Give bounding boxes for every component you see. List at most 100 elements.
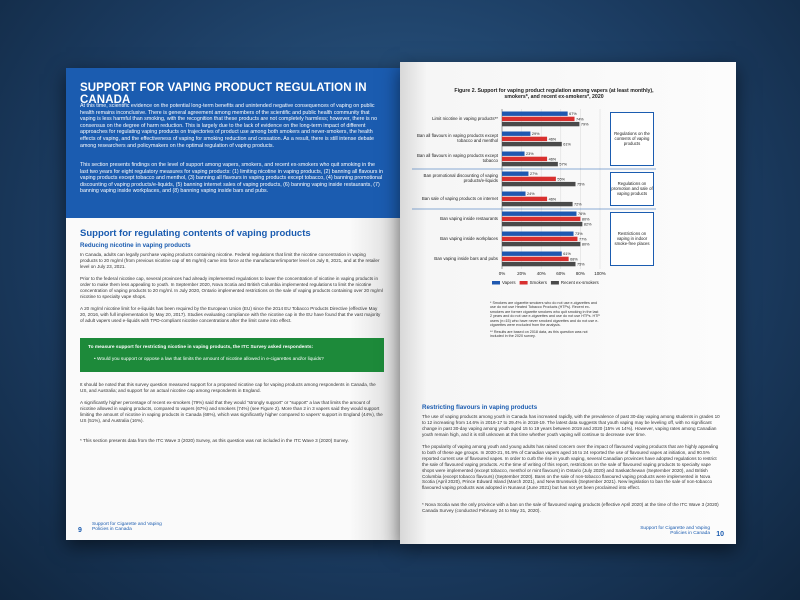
bar: [502, 236, 578, 241]
group-label: Restrictions on vaping in indoor smoke-f…: [610, 211, 654, 266]
x-tick-label: 100%: [594, 271, 606, 276]
value-label: 77%: [579, 237, 587, 241]
category-label: Ban vaping inside workplaces: [440, 235, 498, 241]
value-label: 68%: [570, 257, 578, 261]
right-page: Figure 2. Support for vaping product reg…: [400, 62, 736, 544]
value-label: 27%: [530, 172, 538, 176]
x-tick-label: 80%: [576, 271, 585, 276]
value-label: 46%: [549, 137, 557, 141]
value-label: 24%: [527, 192, 535, 196]
section-heading: Support for regulating contents of vapin…: [80, 228, 311, 239]
legend-label: Smokers: [530, 280, 548, 285]
subheading: Reducing nicotine in vaping products: [80, 242, 191, 249]
paragraph: In Canada, adults can legally purchase v…: [80, 252, 380, 269]
page-number: 10: [716, 531, 724, 538]
paragraph: A 20 mg/ml nicotine limit for e-liquids …: [80, 306, 381, 323]
value-label: 74%: [576, 117, 584, 121]
value-label: 80%: [582, 242, 590, 246]
bar: [502, 176, 556, 181]
bar: [502, 216, 581, 221]
box-intro: To measure support for restricting nicot…: [88, 345, 314, 350]
note: ** Results are based on 2018 data, as th…: [490, 329, 588, 339]
value-label: 46%: [549, 197, 557, 201]
page-number: 9: [78, 527, 82, 534]
category-label: Ban all flavours in vaping products exce…: [416, 133, 498, 144]
bar: [502, 121, 580, 127]
value-label: 76%: [578, 212, 586, 216]
subheading: Restricting flavours in vaping products: [422, 404, 538, 411]
category-label: Ban all flavours in vaping products exce…: [416, 153, 498, 164]
paragraph: The popularity of vaping among youth and…: [422, 444, 719, 491]
value-label: 75%: [577, 182, 585, 186]
bar: [502, 171, 529, 176]
category-label: Ban promotional discounting of vaping pr…: [423, 173, 498, 184]
bar: [502, 211, 577, 216]
footnote: * This section presents data from the IT…: [80, 438, 349, 443]
legend-swatch: [550, 280, 559, 285]
bar: [502, 251, 562, 256]
bar: [502, 196, 548, 201]
page-title: SUPPORT FOR VAPING PRODUCT REGULATION IN…: [80, 82, 367, 106]
bar: [502, 261, 576, 267]
group-label: Regulations on promotion and sale of vap…: [610, 171, 654, 206]
bar: [502, 131, 531, 136]
value-label: 75%: [577, 262, 585, 266]
value-label: 55%: [557, 177, 565, 181]
x-tick-label: 20%: [517, 271, 526, 276]
x-tick-label: 60%: [556, 271, 565, 276]
footer: Support for Cigarette and Vaping Policie…: [640, 526, 710, 536]
bar: [502, 151, 525, 156]
category-label: Ban vaping inside bars and pubs: [434, 255, 498, 261]
chart: 0% 20% 40% 60% 80% 100% 67% 74% 79% 29% 46% 61% 23% 4…: [410, 105, 658, 301]
x-tick-label: 40%: [537, 271, 546, 276]
legend-swatch: [492, 280, 500, 285]
bar: [502, 141, 562, 147]
bar: [502, 161, 558, 167]
figure-notes: * Smokers are cigarette smokers who do n…: [490, 301, 600, 339]
paragraph: The use of vaping products among youth i…: [422, 414, 720, 437]
value-label: 72%: [574, 202, 582, 206]
left-page: SUPPORT FOR VAPING PRODUCT REGULATION IN…: [66, 68, 400, 540]
intro-paragraph: This section presents findings on the le…: [80, 162, 383, 195]
figure: Figure 2. Support for vaping product reg…: [410, 88, 658, 341]
value-label: 73%: [575, 232, 583, 236]
paragraph: A significantly higher percentage of rec…: [80, 400, 383, 423]
legend-label: Recent ex-smokers: [561, 280, 600, 285]
bar: [502, 191, 526, 196]
paragraph: Prior to the federal nicotine cap, sever…: [80, 276, 383, 299]
legend-label: Vapers: [502, 280, 516, 285]
bar: [502, 181, 576, 187]
bar: [502, 201, 573, 207]
value-label: 67%: [569, 112, 577, 116]
value-label: 57%: [559, 162, 567, 166]
footnote: * Nova Scotia was the only province with…: [422, 502, 719, 513]
bar: [502, 256, 569, 261]
group-label: Regulations on the contents of vaping pr…: [610, 111, 654, 166]
note: * Smokers are cigarette smokers who do n…: [490, 300, 600, 328]
value-label: 61%: [563, 142, 571, 146]
value-label: 23%: [526, 152, 534, 156]
value-label: 46%: [549, 157, 557, 161]
footer: Support for Cigarette and Vaping Policie…: [92, 522, 162, 532]
value-label: 29%: [532, 132, 540, 136]
header-block: SUPPORT FOR VAPING PRODUCT REGULATION IN…: [66, 68, 400, 218]
box-question: • Would you support or oppose a law that…: [94, 357, 324, 362]
bar: [502, 116, 575, 121]
intro-paragraph: At this time, scientific evidence on the…: [80, 103, 378, 149]
category-label: Ban vaping inside restaurants: [440, 215, 498, 221]
question-box: To measure support for restricting nicot…: [80, 338, 384, 372]
bar: [502, 111, 568, 116]
category-label: Ban sale of vaping products on internet: [421, 195, 498, 201]
paragraph: It should be noted that this survey ques…: [80, 382, 376, 393]
value-label: 79%: [581, 122, 589, 126]
legend-swatch: [519, 280, 528, 285]
bar: [502, 231, 574, 236]
bar: [502, 156, 548, 161]
bar: [502, 221, 583, 227]
value-label: 61%: [563, 252, 571, 256]
figure-title: Figure 2. Support for vaping product reg…: [454, 88, 654, 101]
value-label: 80%: [582, 217, 590, 221]
bar: [502, 136, 548, 141]
value-label: 82%: [584, 222, 592, 226]
